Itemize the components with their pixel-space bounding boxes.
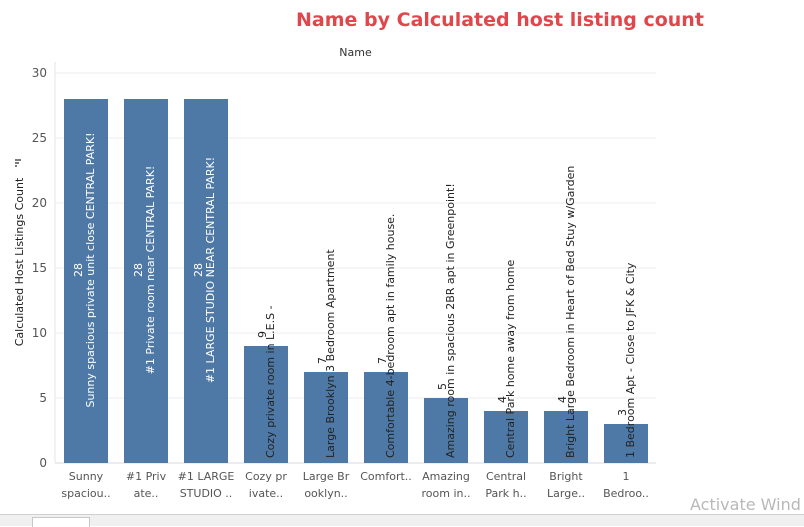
bar: [64, 99, 108, 463]
bar-name-label: #1 Private room near CENTRAL PARK!: [144, 166, 157, 375]
bar-value-label: 4: [496, 396, 509, 403]
bar-name-label: Sunny spacious private unit close CENTRA…: [84, 132, 97, 407]
x-tick-label: Cozy pr: [245, 470, 287, 483]
bar: [184, 99, 228, 463]
y-tick-label: 10: [32, 326, 47, 340]
bar: [424, 398, 468, 463]
y-axis-title: Calculated Host Listings Count: [13, 177, 26, 346]
bar-name-label: 1 Bedroom Apt - Close to JFK & City: [624, 262, 637, 458]
x-tick-label: Amazing: [422, 470, 470, 483]
bar: [244, 346, 288, 463]
status-bar: [0, 514, 804, 527]
bar-name-label: Bright Large Bedroom in Heart of Bed Stu…: [564, 166, 577, 458]
x-tick-label: 1: [623, 470, 630, 483]
x-tick-label: Bright: [549, 470, 583, 483]
x-tick-label: #1 Priv: [126, 470, 167, 483]
x-tick-label: ivate..: [249, 487, 283, 500]
bar: [304, 372, 348, 463]
y-tick-label: 0: [39, 456, 47, 470]
x-tick-label: ooklyn..: [304, 487, 347, 500]
bar-value-label: 28: [132, 263, 145, 277]
bar-name-label: Cozy private room in L.E.S -: [264, 305, 277, 458]
chart-title: Name by Calculated host listing count: [296, 9, 704, 31]
bar-name-label: Central Park home away from home: [504, 260, 517, 458]
bar: [124, 99, 168, 463]
bar-name-label: Amazing room in spacious 2BR apt in Gree…: [444, 183, 457, 458]
y-tick-label: 30: [32, 66, 47, 80]
bar-value-label: 5: [436, 383, 449, 390]
x-tick-label: ate..: [134, 487, 159, 500]
bar-name-label: Large Brooklyn 3 Bedroom Apartment: [324, 249, 337, 458]
bar-value-label: 9: [256, 331, 269, 338]
bar-name-label: #1 LARGE STUDIO NEAR CENTRAL PARK!: [204, 157, 217, 383]
y-tick-label: 25: [32, 131, 47, 145]
x-tick-label: Sunny: [69, 470, 104, 483]
bar-name-label: Comfortable 4-bedroom apt in family hous…: [384, 214, 397, 458]
bar-value-label: 28: [72, 263, 85, 277]
x-tick-label: #1 LARGE: [178, 470, 235, 483]
bar-value-label: 3: [616, 409, 629, 416]
y-tick-label: 5: [39, 391, 47, 405]
column-header: Name: [339, 46, 372, 59]
bar: [364, 372, 408, 463]
x-tick-label: Large Br: [303, 470, 350, 483]
x-tick-label: Park h..: [485, 487, 526, 500]
bar-value-label: 28: [192, 263, 205, 277]
x-tick-label: room in..: [422, 487, 471, 500]
activation-watermark: Activate Wind: [690, 495, 801, 514]
x-tick-label: Large..: [547, 487, 585, 500]
bar-value-label: 7: [376, 357, 389, 364]
bar-value-label: 7: [316, 357, 329, 364]
y-tick-label: 15: [32, 261, 47, 275]
bar: [544, 411, 588, 463]
y-tick-label: 20: [32, 196, 47, 210]
x-tick-label: Comfort..: [360, 470, 412, 483]
sheet-tab[interactable]: [32, 517, 90, 527]
x-tick-label: STUDIO ..: [180, 487, 233, 500]
bar-value-label: 4: [556, 396, 569, 403]
bar: [484, 411, 528, 463]
x-tick-label: Central: [486, 470, 526, 483]
bar: [604, 424, 648, 463]
x-tick-label: Bedroo..: [603, 487, 649, 500]
x-tick-label: spaciou..: [61, 487, 110, 500]
